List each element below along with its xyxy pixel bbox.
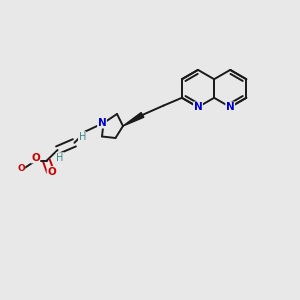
- Polygon shape: [123, 112, 144, 126]
- Text: N: N: [226, 102, 235, 112]
- Text: N: N: [98, 118, 106, 128]
- Text: H: H: [56, 153, 64, 163]
- Text: H: H: [79, 132, 86, 142]
- Text: N: N: [194, 102, 202, 112]
- Text: O: O: [17, 164, 25, 173]
- Text: O: O: [31, 153, 40, 163]
- Text: O: O: [47, 167, 56, 177]
